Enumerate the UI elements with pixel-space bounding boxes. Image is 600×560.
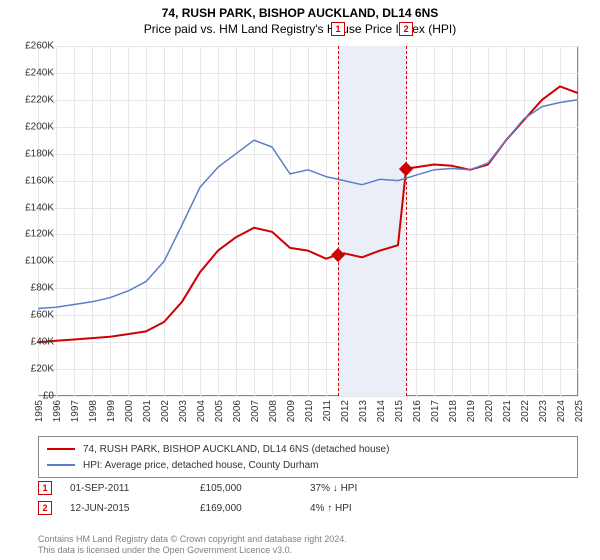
x-tick-label: 2020 [484, 400, 495, 422]
x-tick-label: 2002 [160, 400, 171, 422]
y-tick-label: £220K [25, 94, 54, 105]
x-tick-label: 2006 [232, 400, 243, 422]
x-tick-label: 2024 [556, 400, 567, 422]
legend-item: 74, RUSH PARK, BISHOP AUCKLAND, DL14 6NS… [47, 441, 569, 457]
legend-swatch [47, 448, 75, 450]
legend: 74, RUSH PARK, BISHOP AUCKLAND, DL14 6NS… [38, 436, 578, 478]
event-label-box: 1 [331, 22, 345, 36]
transaction-price: £169,000 [200, 503, 310, 514]
x-tick-label: 2017 [430, 400, 441, 422]
x-tick-label: 2018 [448, 400, 459, 422]
x-tick-label: 2023 [538, 400, 549, 422]
y-tick-label: £100K [25, 256, 54, 267]
y-tick-label: £200K [25, 121, 54, 132]
x-tick-label: 2025 [574, 400, 585, 422]
x-tick-label: 1999 [106, 400, 117, 422]
y-tick-label: £180K [25, 148, 54, 159]
x-tick-label: 2008 [268, 400, 279, 422]
legend-item: HPI: Average price, detached house, Coun… [47, 457, 569, 473]
x-tick-label: 2019 [466, 400, 477, 422]
x-tick-label: 2001 [142, 400, 153, 422]
x-tick-label: 1998 [88, 400, 99, 422]
event-label-box: 2 [399, 22, 413, 36]
legend-label: 74, RUSH PARK, BISHOP AUCKLAND, DL14 6NS… [83, 444, 389, 455]
y-tick-label: £80K [31, 283, 54, 294]
transaction-price: £105,000 [200, 483, 310, 494]
legend-label: HPI: Average price, detached house, Coun… [83, 460, 319, 471]
y-tick-label: £40K [31, 337, 54, 348]
x-tick-label: 2004 [196, 400, 207, 422]
x-tick-label: 2009 [286, 400, 297, 422]
title-main: 74, RUSH PARK, BISHOP AUCKLAND, DL14 6NS [0, 6, 600, 20]
x-tick-label: 2005 [214, 400, 225, 422]
y-tick-label: £140K [25, 202, 54, 213]
y-tick-label: £240K [25, 67, 54, 78]
transaction-number: 1 [38, 481, 52, 495]
x-tick-label: 1995 [34, 400, 45, 422]
transactions-table: 1 01-SEP-2011£105,00037% ↓ HPI 2 12-JUN-201… [38, 478, 578, 518]
chart-title-area: 74, RUSH PARK, BISHOP AUCKLAND, DL14 6NS… [0, 0, 600, 36]
chart-plot-area: 12 [38, 46, 578, 396]
transaction-row: 1 01-SEP-2011£105,00037% ↓ HPI [38, 478, 578, 498]
transaction-date: 01-SEP-2011 [70, 483, 200, 494]
x-tick-label: 2012 [340, 400, 351, 422]
legend-swatch [47, 464, 75, 466]
x-tick-label: 2010 [304, 400, 315, 422]
x-tick-label: 1996 [52, 400, 63, 422]
y-tick-label: £60K [31, 310, 54, 321]
x-tick-label: 2007 [250, 400, 261, 422]
x-tick-label: 2000 [124, 400, 135, 422]
x-tick-label: 2011 [322, 400, 333, 422]
transaction-row: 2 12-JUN-2015£169,0004% ↑ HPI [38, 498, 578, 518]
transaction-number: 2 [38, 501, 52, 515]
x-tick-label: 2013 [358, 400, 369, 422]
footer-line1: Contains HM Land Registry data © Crown c… [38, 534, 347, 545]
x-tick-label: 1997 [70, 400, 81, 422]
footer-attribution: Contains HM Land Registry data © Crown c… [38, 534, 347, 557]
transaction-pct: 4% ↑ HPI [310, 503, 390, 514]
x-tick-label: 2016 [412, 400, 423, 422]
x-tick-label: 2015 [394, 400, 405, 422]
title-sub: Price paid vs. HM Land Registry's House … [0, 22, 600, 36]
footer-line2: This data is licensed under the Open Gov… [38, 545, 347, 556]
y-tick-label: £260K [25, 41, 54, 52]
transaction-date: 12-JUN-2015 [70, 503, 200, 514]
y-tick-label: £120K [25, 229, 54, 240]
y-tick-label: £160K [25, 175, 54, 186]
x-tick-label: 2003 [178, 400, 189, 422]
x-tick-label: 2021 [502, 400, 513, 422]
transaction-pct: 37% ↓ HPI [310, 483, 390, 494]
x-tick-label: 2022 [520, 400, 531, 422]
y-tick-label: £20K [31, 364, 54, 375]
x-tick-label: 2014 [376, 400, 387, 422]
